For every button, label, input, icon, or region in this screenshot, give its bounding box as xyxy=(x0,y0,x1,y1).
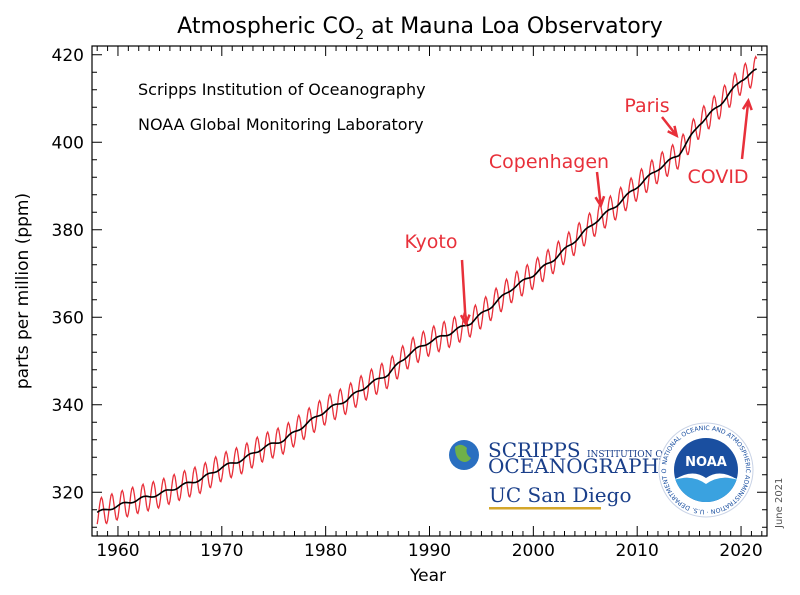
tick-labels: 1960 1970 1980 1990 2000 2010 2020 320 340 360 380… xyxy=(52,46,763,561)
x-tick-label: 1960 xyxy=(96,541,139,561)
annotation-paris-label: Paris xyxy=(624,95,669,117)
y-tick-label: 400 xyxy=(52,133,84,153)
annotation-copenhagen-arrow xyxy=(594,171,606,209)
x-tick-label: 1980 xyxy=(304,541,347,561)
scripps-logo: SCRIPPS INSTITUTION OF OCEANOGRAPHY UC S… xyxy=(449,438,673,510)
annotation-covid-label: COVID xyxy=(687,166,748,188)
event-annotations: Kyoto Copenhagen Paris COVID xyxy=(404,95,753,327)
noaa-bird-icon xyxy=(674,473,738,484)
y-tick-label: 360 xyxy=(52,308,84,328)
noaa-ring-text: NATIONAL OCEANIC AND ATMOSPHERIC ADMINIS… xyxy=(0,0,751,515)
scripps-wordmark: SCRIPPS INSTITUTION OF xyxy=(488,438,669,462)
annotation-kyoto-label: Kyoto xyxy=(404,231,457,253)
trend-co2-line xyxy=(96,68,757,514)
x-tick-label: 2010 xyxy=(616,541,659,561)
ucsd-wordmark: UC San Diego xyxy=(489,483,632,507)
annotation-copenhagen-label: Copenhagen xyxy=(489,151,609,173)
annotation-kyoto-arrow xyxy=(459,259,471,327)
x-axis-label: Year xyxy=(409,566,446,586)
x-tick-label: 1970 xyxy=(200,541,243,561)
annotation-covid-arrow xyxy=(740,97,753,160)
ucsd-underline xyxy=(489,507,601,510)
globe-land-shape xyxy=(455,444,471,462)
noaa-logo: NATIONAL OCEANIC AND ATMOSPHERIC ADMINIS… xyxy=(0,0,754,518)
y-tick-label: 380 xyxy=(52,221,84,241)
credit-noaa: NOAA Global Monitoring Laboratory xyxy=(138,115,424,134)
y-axis-label: parts per million (ppm) xyxy=(13,193,33,389)
axis-ticks xyxy=(92,46,767,536)
credit-scripps: Scripps Institution of Oceanography xyxy=(138,80,426,99)
x-tick-label: 2000 xyxy=(512,541,555,561)
x-tick-label: 1990 xyxy=(408,541,451,561)
y-tick-label: 340 xyxy=(52,396,84,416)
noaa-wordmark: NOAA xyxy=(685,455,727,470)
oceanography-wordmark: OCEANOGRAPHY xyxy=(488,454,673,478)
y-tick-label: 420 xyxy=(52,46,84,66)
x-tick-label: 2020 xyxy=(719,541,762,561)
y-tick-label: 320 xyxy=(52,483,84,503)
annotation-paris-arrow xyxy=(661,116,679,138)
chart-title: Atmospheric CO2 at Mauna Loa Observatory xyxy=(177,14,663,43)
date-note: June 2021 xyxy=(774,478,785,529)
monthly-co2-line xyxy=(96,55,758,525)
